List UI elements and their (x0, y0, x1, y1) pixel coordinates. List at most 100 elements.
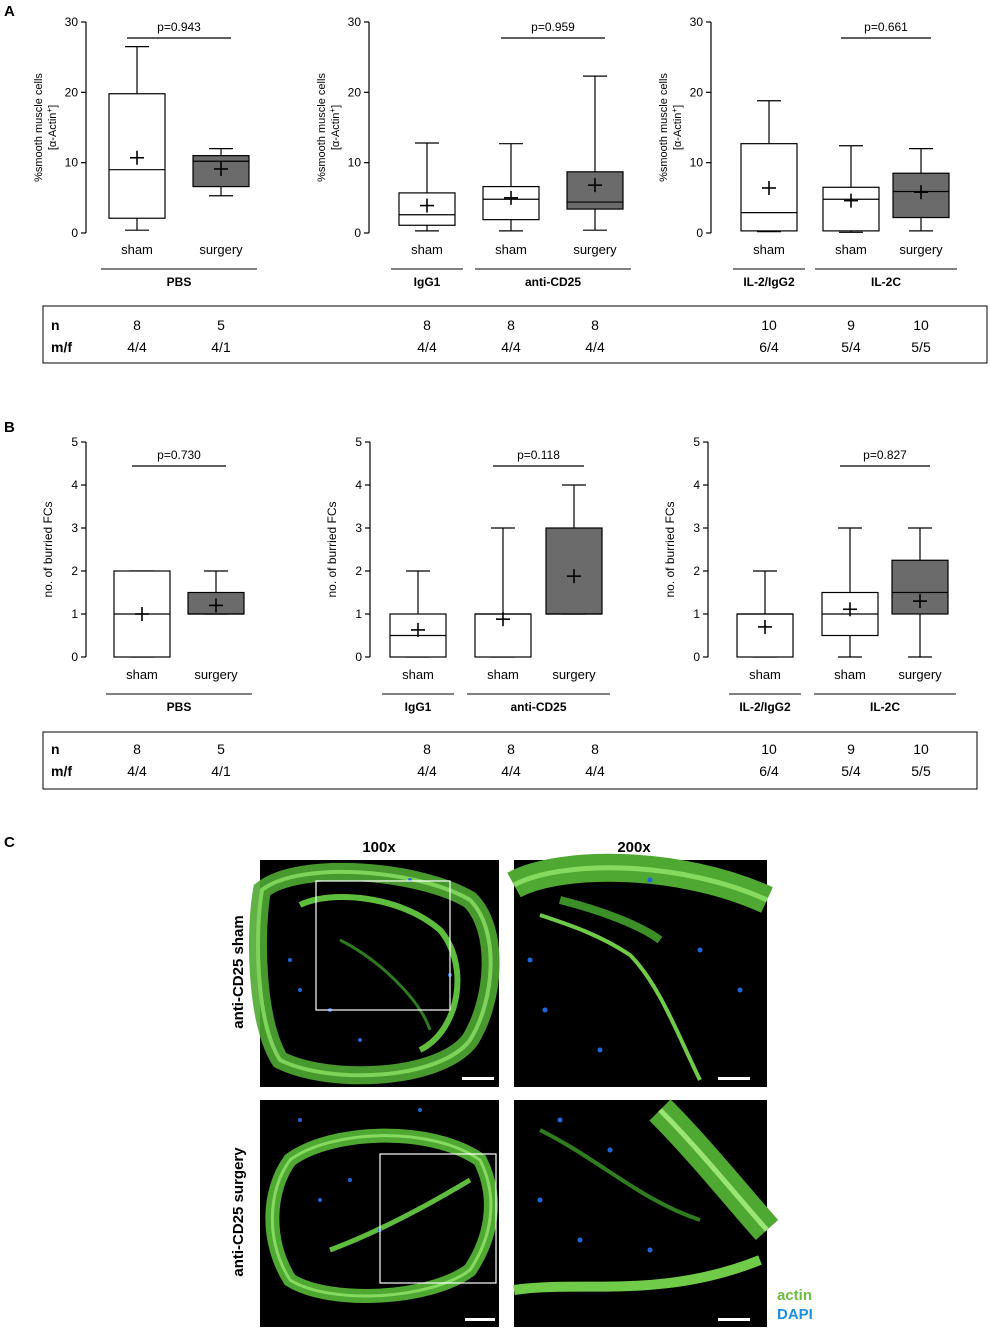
pvalue-label: p=0.943 (157, 20, 201, 34)
table-n-value: 10 (761, 317, 777, 333)
group-label: IL-2C (870, 700, 900, 714)
table-n-value: 8 (423, 741, 431, 757)
y-tick-label: 10 (65, 156, 79, 170)
table-n-value: 9 (847, 317, 855, 333)
table-mf-value: 5/4 (841, 763, 861, 779)
y-tick-label: 4 (355, 478, 362, 492)
table-a-n-label: n (51, 317, 60, 333)
table-mf-value: 4/1 (211, 763, 231, 779)
table-b-border (42, 731, 978, 790)
chart-a-pbs: 0 10 20 30 %smooth muscle cells [α-Actin+] sha… (33, 15, 257, 289)
y-tick-label: 30 (65, 15, 79, 29)
category-label: sham (753, 242, 785, 257)
y-axis-label: no. of burried FCs (663, 501, 677, 597)
table-mf-value: 5/5 (911, 763, 931, 779)
table-n-value: 8 (507, 317, 515, 333)
y-axis-label: no. of burried FCs (41, 501, 55, 597)
y-tick-label: 30 (348, 15, 362, 29)
table-mf-value: 5/5 (911, 339, 931, 355)
table-n-value: 8 (591, 741, 599, 757)
table-n-value: 10 (761, 741, 777, 757)
y-tick-label: 0 (696, 226, 703, 240)
y-tick-label: 2 (71, 564, 78, 578)
table-mf-value: 4/4 (417, 763, 437, 779)
legend-dapi: DAPI (777, 1306, 813, 1323)
y-tick-label: 5 (71, 435, 78, 449)
y-tick-label: 4 (71, 478, 78, 492)
y-tick-label: 1 (355, 607, 362, 621)
category-label: surgery (898, 667, 942, 682)
y-tick-label: 5 (693, 435, 700, 449)
table-mf-value: 4/4 (417, 339, 437, 355)
group-label: anti-CD25 (525, 275, 581, 289)
category-label: sham (126, 667, 158, 682)
category-label: sham (402, 667, 434, 682)
micrograph-sham-100x (248, 860, 500, 1087)
group-label: PBS (167, 700, 192, 714)
table-n-value: 8 (507, 741, 515, 757)
y-tick-label: 0 (693, 650, 700, 664)
table-b-mf-label: m/f (51, 763, 72, 779)
row-label-sham: anti-CD25 sham (230, 915, 247, 1028)
group-label: IL-2/IgG2 (743, 275, 795, 289)
panel-label-a: A (4, 3, 15, 20)
category-label: sham (411, 242, 443, 257)
category-label: sham (834, 667, 866, 682)
category-label: sham (835, 242, 867, 257)
table-n-value: 8 (423, 317, 431, 333)
group-label: IgG1 (414, 275, 441, 289)
y-tick-label: 1 (71, 607, 78, 621)
table-mf-value: 5/4 (841, 339, 861, 355)
y-tick-label: 20 (65, 85, 79, 99)
y-tick-label: 0 (355, 650, 362, 664)
y-tick-label: 3 (355, 521, 362, 535)
table-mf-value: 6/4 (759, 763, 779, 779)
legend-actin: actin (777, 1287, 812, 1304)
y-tick-label: 2 (693, 564, 700, 578)
category-label: sham (749, 667, 781, 682)
table-mf-value: 4/1 (211, 339, 231, 355)
chart-b-pbs: 0 1 2 3 4 5 no. of burried FCs sham surgery p=0.7… (41, 435, 252, 714)
y-axis-label: %smooth muscle cells (316, 73, 328, 182)
box (108, 93, 166, 219)
table-n-value: 10 (913, 741, 929, 757)
scale-bar (718, 1318, 750, 1321)
y-tick-label: 5 (355, 435, 362, 449)
chart-b-il2igg2-il2c: 0 1 2 3 4 5 no. of burried FCs sham sham surgery p… (663, 435, 956, 714)
col-header-200x: 200x (617, 839, 651, 856)
chart-a-igg1-anticd25: 0 10 20 30 %smooth muscle cells [α-Actin+] sha… (316, 15, 631, 289)
y-axis-label: %smooth muscle cells (33, 73, 45, 182)
table-a: n m/f 8 5 8 8 8 10 9 10 4/4 4/1 4/4 4/4 4/4 6/4 5/4 5/5 (42, 305, 988, 364)
table-n-value: 8 (591, 317, 599, 333)
pvalue-label: p=0.661 (864, 20, 908, 34)
y-tick-label: 10 (348, 156, 362, 170)
chart-b-igg1-anticd25: 0 1 2 3 4 5 no. of burried FCs sham sham surgery p… (325, 435, 610, 714)
table-n-value: 5 (217, 317, 225, 333)
table-n-value: 9 (847, 741, 855, 757)
y-axis-label: no. of burried FCs (325, 501, 339, 597)
table-a-mf-label: m/f (51, 339, 72, 355)
chart-a-il2igg2-il2c: 0 10 20 30 %smooth muscle cells [α-Actin+] sha… (658, 15, 957, 289)
group-label: anti-CD25 (510, 700, 566, 714)
y-tick-label: 3 (693, 521, 700, 535)
col-header-100x: 100x (362, 839, 396, 856)
panel-label-c: C (4, 834, 15, 851)
y-axis-label-unit: [α-Actin+] (328, 105, 343, 150)
table-b-n-label: n (51, 741, 60, 757)
table-a-border (42, 305, 988, 364)
micrograph-sham-200x (507, 853, 773, 1087)
table-n-value: 8 (133, 317, 141, 333)
pvalue-label: p=0.730 (157, 448, 201, 462)
group-label: PBS (167, 275, 192, 289)
y-tick-label: 20 (690, 85, 704, 99)
table-mf-value: 6/4 (759, 339, 779, 355)
row-label-surgery: anti-CD25 surgery (230, 1147, 247, 1277)
table-n-value: 5 (217, 741, 225, 757)
category-label: sham (487, 667, 519, 682)
y-tick-label: 20 (348, 85, 362, 99)
category-label: surgery (194, 667, 238, 682)
y-tick-label: 2 (355, 564, 362, 578)
scale-bar (462, 1077, 494, 1080)
category-label: sham (495, 242, 527, 257)
table-mf-value: 4/4 (585, 763, 605, 779)
